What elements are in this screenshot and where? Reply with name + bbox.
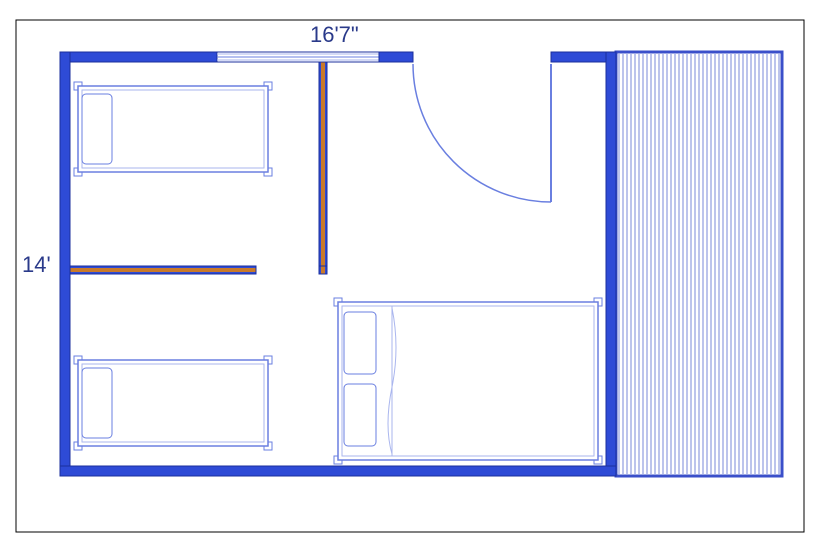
deck: [616, 52, 782, 476]
double-bed: [334, 298, 602, 464]
floorplan-svg: [0, 0, 820, 548]
twin-bed-bottom: [74, 356, 272, 450]
dimension-height-label: 14': [22, 252, 51, 278]
dimension-width-label: 16'7": [310, 22, 359, 48]
door-swing: [413, 64, 551, 202]
twin-bed-top: [74, 82, 272, 176]
floorplan-stage: 16'7" 14': [0, 0, 820, 548]
